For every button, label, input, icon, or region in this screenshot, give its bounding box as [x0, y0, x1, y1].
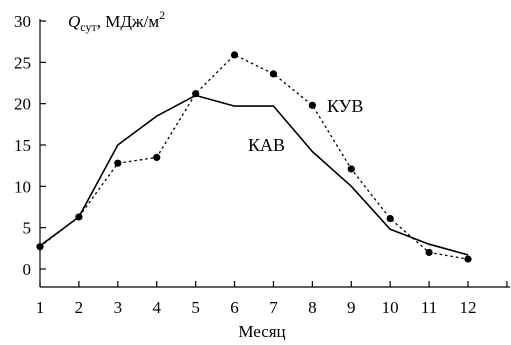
- data-point: [36, 243, 44, 251]
- y-tick-label: 20: [14, 95, 31, 114]
- x-tick-label: 10: [382, 298, 399, 317]
- y-axis-label-symbol: Q: [68, 12, 80, 31]
- y-tick-label: 25: [14, 53, 31, 72]
- series-points: [36, 51, 472, 263]
- y-tick-label: 10: [14, 177, 31, 196]
- x-tick-label: 1: [36, 298, 45, 317]
- series-label-kuv: КУВ: [327, 96, 363, 116]
- data-point: [308, 101, 316, 109]
- data-point: [464, 255, 472, 263]
- y-tick-label: 5: [23, 219, 32, 238]
- x-tick-label: 11: [421, 298, 437, 317]
- y-tick-label: 15: [14, 136, 31, 155]
- data-point: [386, 214, 394, 223]
- series-line-1: [39, 54, 469, 260]
- data-point: [269, 70, 278, 78]
- y-axis-label-unit: , МДж/м: [97, 12, 160, 31]
- x-axis-ticks: 1 2 3 4 5 6 7 8 9 10 11 12: [36, 281, 508, 317]
- x-tick-label: 5: [191, 298, 200, 317]
- x-tick-label: 8: [308, 298, 317, 317]
- y-axis-label-superscript: 2: [159, 8, 165, 22]
- x-tick-label: 4: [152, 298, 161, 317]
- x-axis-label: Месяц: [238, 322, 285, 341]
- y-axis-ticks: 0 5 10 15 20 25 30: [14, 12, 46, 279]
- y-axis-label: Qсут, МДж/м2: [68, 8, 165, 34]
- x-tick-label: 12: [460, 298, 477, 317]
- data-point: [153, 153, 161, 161]
- data-point: [114, 159, 122, 167]
- x-tick-label: 7: [269, 298, 278, 317]
- y-axis-label-subscript: сут: [80, 20, 97, 34]
- x-tick-label: 9: [347, 298, 356, 317]
- data-point: [192, 90, 200, 98]
- series-line-0: [39, 94, 469, 256]
- x-tick-label: 3: [114, 298, 123, 317]
- x-tick-label: 2: [75, 298, 84, 317]
- data-point: [230, 51, 239, 59]
- series-label-kav: КАВ: [248, 135, 285, 155]
- y-tick-label: 0: [23, 260, 32, 279]
- x-tick-label: 6: [230, 298, 239, 317]
- data-point: [347, 165, 355, 173]
- data-point: [75, 213, 83, 221]
- series-lines: [39, 54, 469, 260]
- data-point: [425, 248, 433, 257]
- y-tick-label: 30: [14, 12, 31, 31]
